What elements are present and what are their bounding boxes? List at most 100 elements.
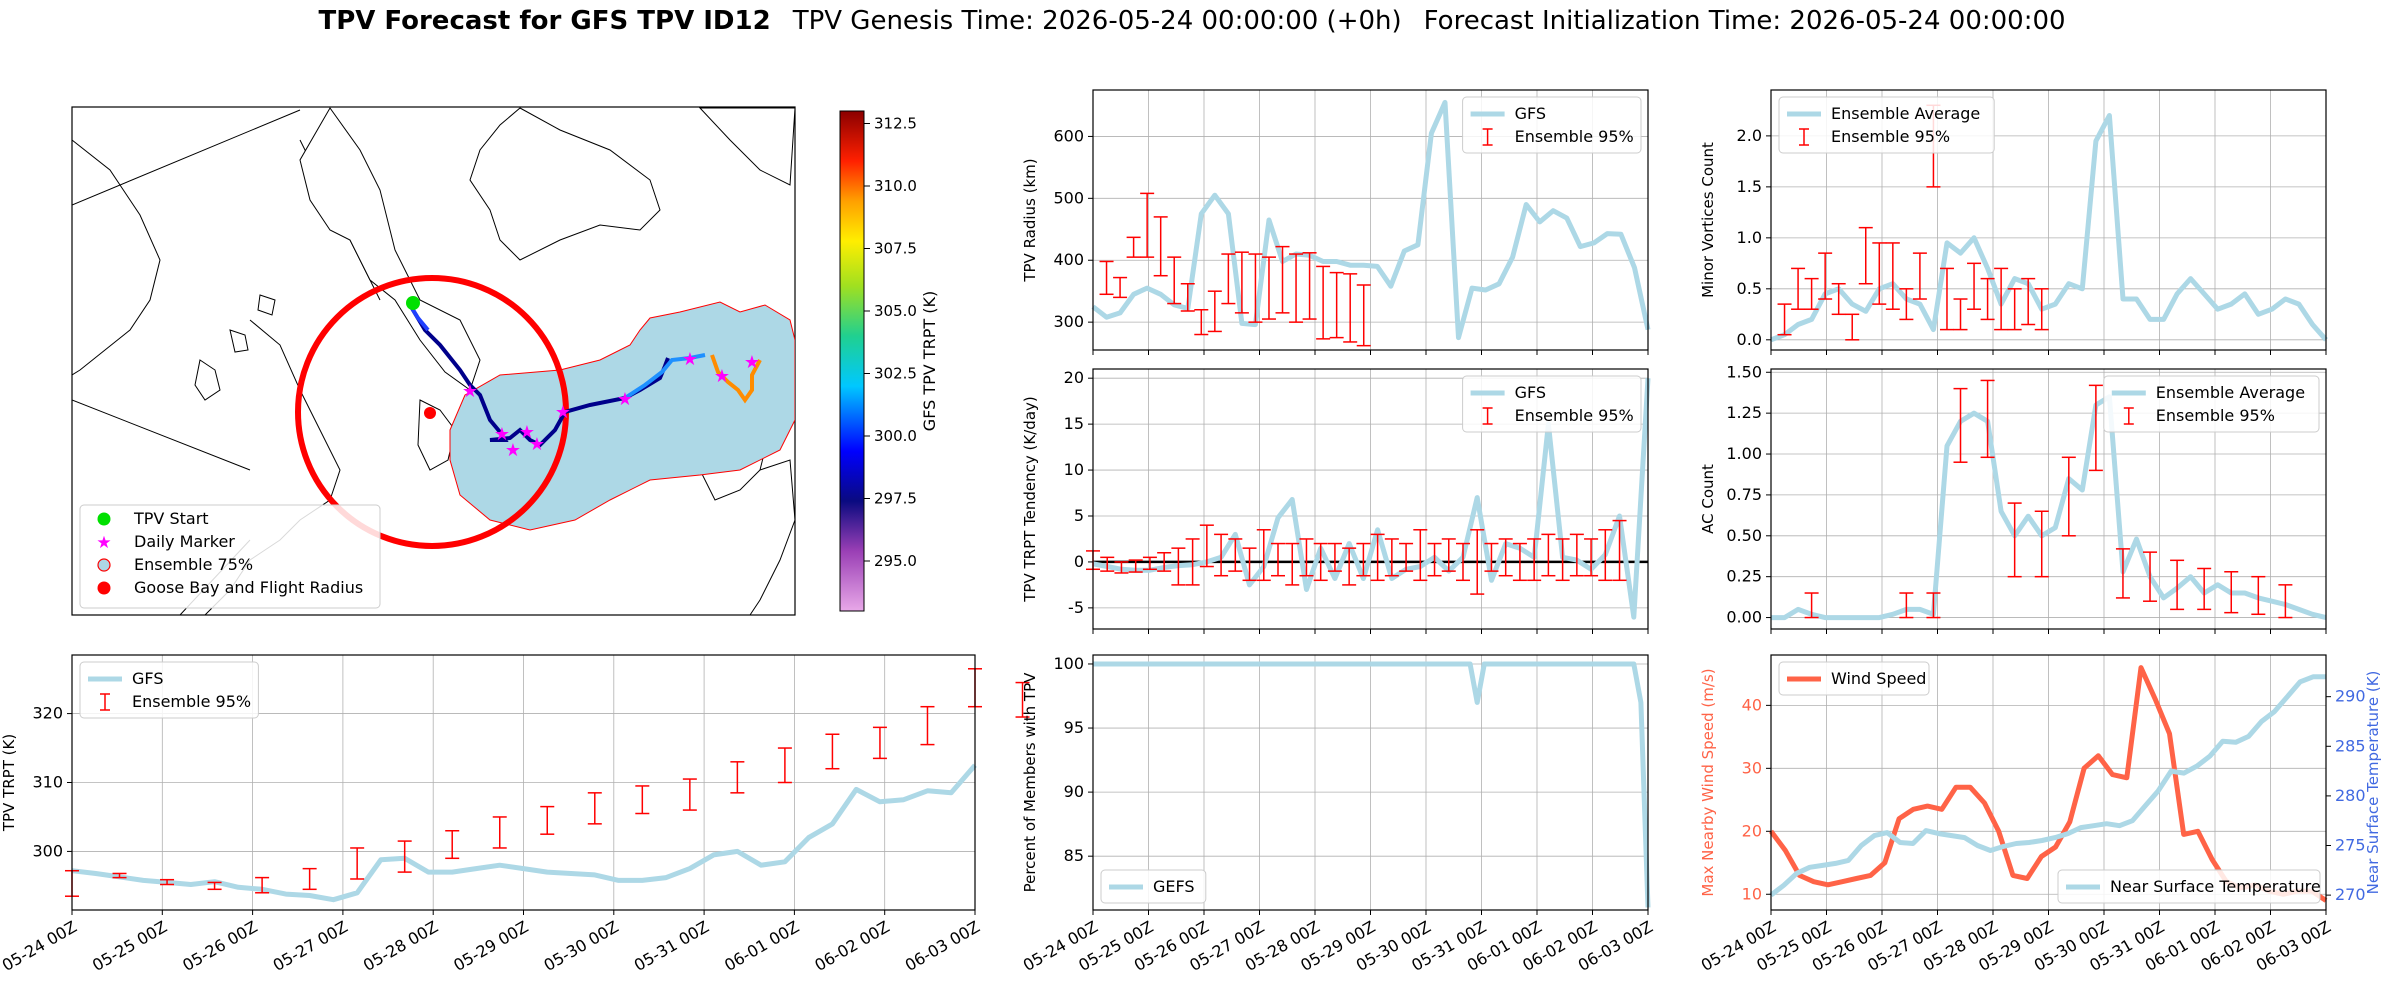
y-tick-label: 0.50 (1726, 526, 1762, 545)
error-bar (2061, 456, 2076, 537)
error-bar (2034, 288, 2049, 331)
daily-marker: ★ (714, 366, 730, 387)
legend-label: GEFS (1153, 877, 1195, 896)
error-bar (1612, 519, 1627, 582)
error-bar (1598, 529, 1613, 582)
error-bar (1967, 262, 1982, 310)
y-right-tick-label: 290 (2335, 687, 2366, 706)
legend-label: Ensemble Average (2156, 383, 2305, 402)
y-tick-label: 500 (1053, 188, 1084, 207)
y-tick-label: 1.50 (1726, 362, 1762, 381)
legend-swatch (100, 693, 110, 711)
error-bar (1207, 290, 1222, 333)
y-axis-label: AC Count (1699, 464, 1717, 534)
error-bar (1912, 252, 1927, 300)
x-tick-label: 05-30 00Z (541, 917, 622, 975)
error-bar (1167, 256, 1182, 305)
legend: GFS Ensemble 95% (1462, 375, 1642, 433)
legend-swatch (1799, 128, 1809, 146)
error-bar (1261, 256, 1276, 320)
error-bar (1953, 387, 1968, 463)
error-bar (1302, 252, 1317, 320)
error-bar (1527, 538, 1542, 582)
error-bar (1157, 551, 1172, 572)
error-bar (350, 847, 365, 880)
error-bar (1099, 260, 1114, 296)
colorbar-tick-label: 295.0 (874, 552, 917, 570)
error-bar (2251, 575, 2266, 616)
colorbar-tick-label: 312.5 (874, 115, 917, 133)
error-bar (1214, 533, 1229, 577)
y-tick-label: 40 (1742, 695, 1762, 714)
y-tick-label: 15 (1064, 414, 1084, 433)
x-tick-label: 05-31 00Z (631, 917, 712, 975)
error-bar (1248, 253, 1263, 323)
daily-marker: ★ (505, 440, 521, 461)
legend-swatch (2123, 407, 2134, 425)
error-bar (445, 829, 460, 860)
error-bar (1456, 542, 1470, 582)
legend-label: Ensemble 95% (1831, 127, 1950, 146)
legend-swatch (1482, 128, 1493, 146)
y-right-axis-label: Near Surface Temperature (K) (2364, 671, 2382, 895)
colorbar-tick-label: 302.5 (874, 365, 917, 383)
error-bar (1994, 267, 2009, 331)
y-tick-label: 600 (1053, 126, 1084, 145)
error-bar (1113, 276, 1128, 299)
error-bar (1427, 542, 1442, 577)
y-tick-label: 320 (32, 704, 63, 723)
error-bar (1100, 556, 1115, 572)
y-axis-label: Max Nearby Wind Speed (m/s) (1699, 668, 1717, 896)
error-bar (1845, 313, 1860, 341)
error-bar (1153, 216, 1168, 277)
x-tick-label: 05-25 00Z (89, 917, 170, 975)
y-tick-label: 300 (1053, 312, 1084, 331)
error-bar (207, 881, 222, 891)
error-bar (2007, 502, 2022, 578)
error-bar (1356, 542, 1371, 577)
y-tick-label: 20 (1064, 368, 1084, 387)
error-bar (1242, 547, 1257, 582)
legend-label: Ensemble 95% (2156, 406, 2275, 425)
y-axis-label: Percent of Members with TPV (1021, 672, 1039, 893)
error-bar (1185, 538, 1200, 586)
daily-marker: ★ (462, 381, 478, 402)
error-bar (2007, 288, 2022, 331)
legend-label: GFS (1515, 383, 1546, 402)
daily-marker: ★ (519, 422, 535, 443)
legend-label: Ensemble 95% (132, 692, 251, 711)
x-tick-label: 06-01 00Z (721, 917, 802, 975)
error-bar (1271, 542, 1285, 577)
green-dot-icon (97, 512, 111, 526)
error-bar (1939, 267, 1954, 331)
error-bar (1285, 542, 1300, 586)
legend-label: GFS (132, 669, 163, 688)
y-tick-label: 1.0 (1737, 228, 1762, 247)
error-bar (1926, 592, 1941, 619)
magenta-star-icon: ★ (96, 533, 111, 553)
x-tick-label: 05-27 00Z (270, 917, 351, 975)
error-bar (1953, 298, 1968, 331)
error-bar (2224, 571, 2239, 614)
error-bar (1980, 379, 1995, 459)
error-bar (587, 792, 602, 825)
error-bar (2021, 277, 2036, 326)
error-bar (1199, 524, 1214, 568)
y-tick-label: 95 (1064, 718, 1084, 737)
legend: Ensemble Average Ensemble 95% (2103, 375, 2320, 433)
series-line (71, 763, 977, 903)
x-tick-label: 05-28 00Z (360, 917, 441, 975)
x-tick-label: 06-03 00Z (902, 917, 983, 975)
y-tick-label: -5 (1068, 598, 1084, 617)
legend-label: Ensemble 95% (1515, 127, 1634, 146)
title-init-time: Forecast Initialization Time: 2026-05-24… (1423, 6, 2066, 36)
error-bar (1299, 538, 1314, 577)
goose-bay-marker (424, 407, 436, 419)
error-bar (1256, 529, 1271, 582)
error-bar (1142, 556, 1157, 571)
error-bar (1015, 681, 1030, 718)
y-right-tick-label: 280 (2335, 786, 2366, 805)
